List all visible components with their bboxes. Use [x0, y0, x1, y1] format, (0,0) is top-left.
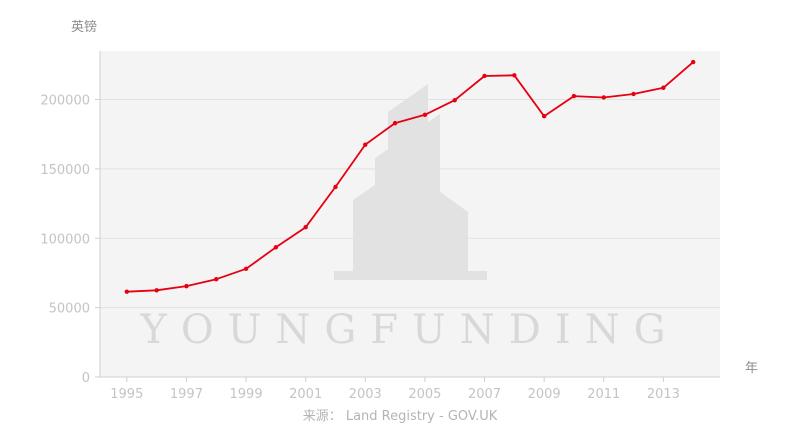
- data-point[interactable]: [601, 95, 606, 100]
- data-point[interactable]: [303, 224, 308, 230]
- y-tick-label: 50000: [49, 302, 90, 317]
- watermark-buildings-logo: [334, 84, 487, 280]
- data-point[interactable]: [392, 120, 398, 126]
- data-point[interactable]: [661, 85, 666, 90]
- data-point[interactable]: [452, 98, 457, 103]
- data-point[interactable]: [541, 114, 547, 119]
- data-point[interactable]: [690, 59, 696, 65]
- data-point[interactable]: [631, 91, 636, 97]
- data-point[interactable]: [214, 277, 219, 282]
- axes: [99, 51, 720, 378]
- y-tick-label: 0: [82, 371, 90, 386]
- x-axis-unit-label: 年: [745, 361, 758, 376]
- data-point[interactable]: [363, 142, 368, 147]
- y-axis-unit-label: 英镑: [71, 19, 97, 35]
- data-point[interactable]: [571, 93, 577, 99]
- x-tick-label: 2001: [289, 387, 322, 402]
- data-point[interactable]: [333, 184, 338, 190]
- source-caption: 来源： Land Registry - GOV.UK: [303, 409, 498, 424]
- data-point[interactable]: [243, 266, 249, 271]
- x-tick-label: 2007: [468, 387, 501, 402]
- data-point[interactable]: [124, 289, 130, 294]
- x-tick-label: 2013: [647, 387, 680, 402]
- y-tick-label: 150000: [40, 163, 90, 178]
- data-point[interactable]: [482, 73, 487, 79]
- series-line: [126, 61, 694, 293]
- data-point[interactable]: [154, 288, 159, 293]
- data-point[interactable]: [422, 112, 428, 118]
- x-tick-label: 1999: [230, 387, 263, 402]
- series: [124, 59, 696, 294]
- data-point[interactable]: [273, 245, 279, 250]
- y-tick-labels: 0 50000 100000 150000 200000: [40, 94, 90, 386]
- x-tick-label: 1997: [170, 387, 203, 402]
- data-point[interactable]: [184, 283, 189, 289]
- x-tick-label: 2011: [587, 387, 620, 402]
- x-tick-labels: 1995 1997 1999 2001 2003 2005 2007 2009 2011 2013: [110, 377, 680, 402]
- x-tick-label: 1995: [110, 387, 143, 402]
- y-tick-label: 100000: [40, 232, 90, 247]
- x-tick-label: 2003: [349, 387, 382, 402]
- watermark-text: YOUNGFUNDING: [139, 307, 679, 353]
- x-tick-label: 2005: [408, 387, 441, 402]
- data-point[interactable]: [512, 73, 517, 78]
- x-tick-label: 2009: [528, 387, 561, 402]
- grid-lines: [95, 99, 720, 378]
- y-tick-label: 200000: [40, 94, 90, 109]
